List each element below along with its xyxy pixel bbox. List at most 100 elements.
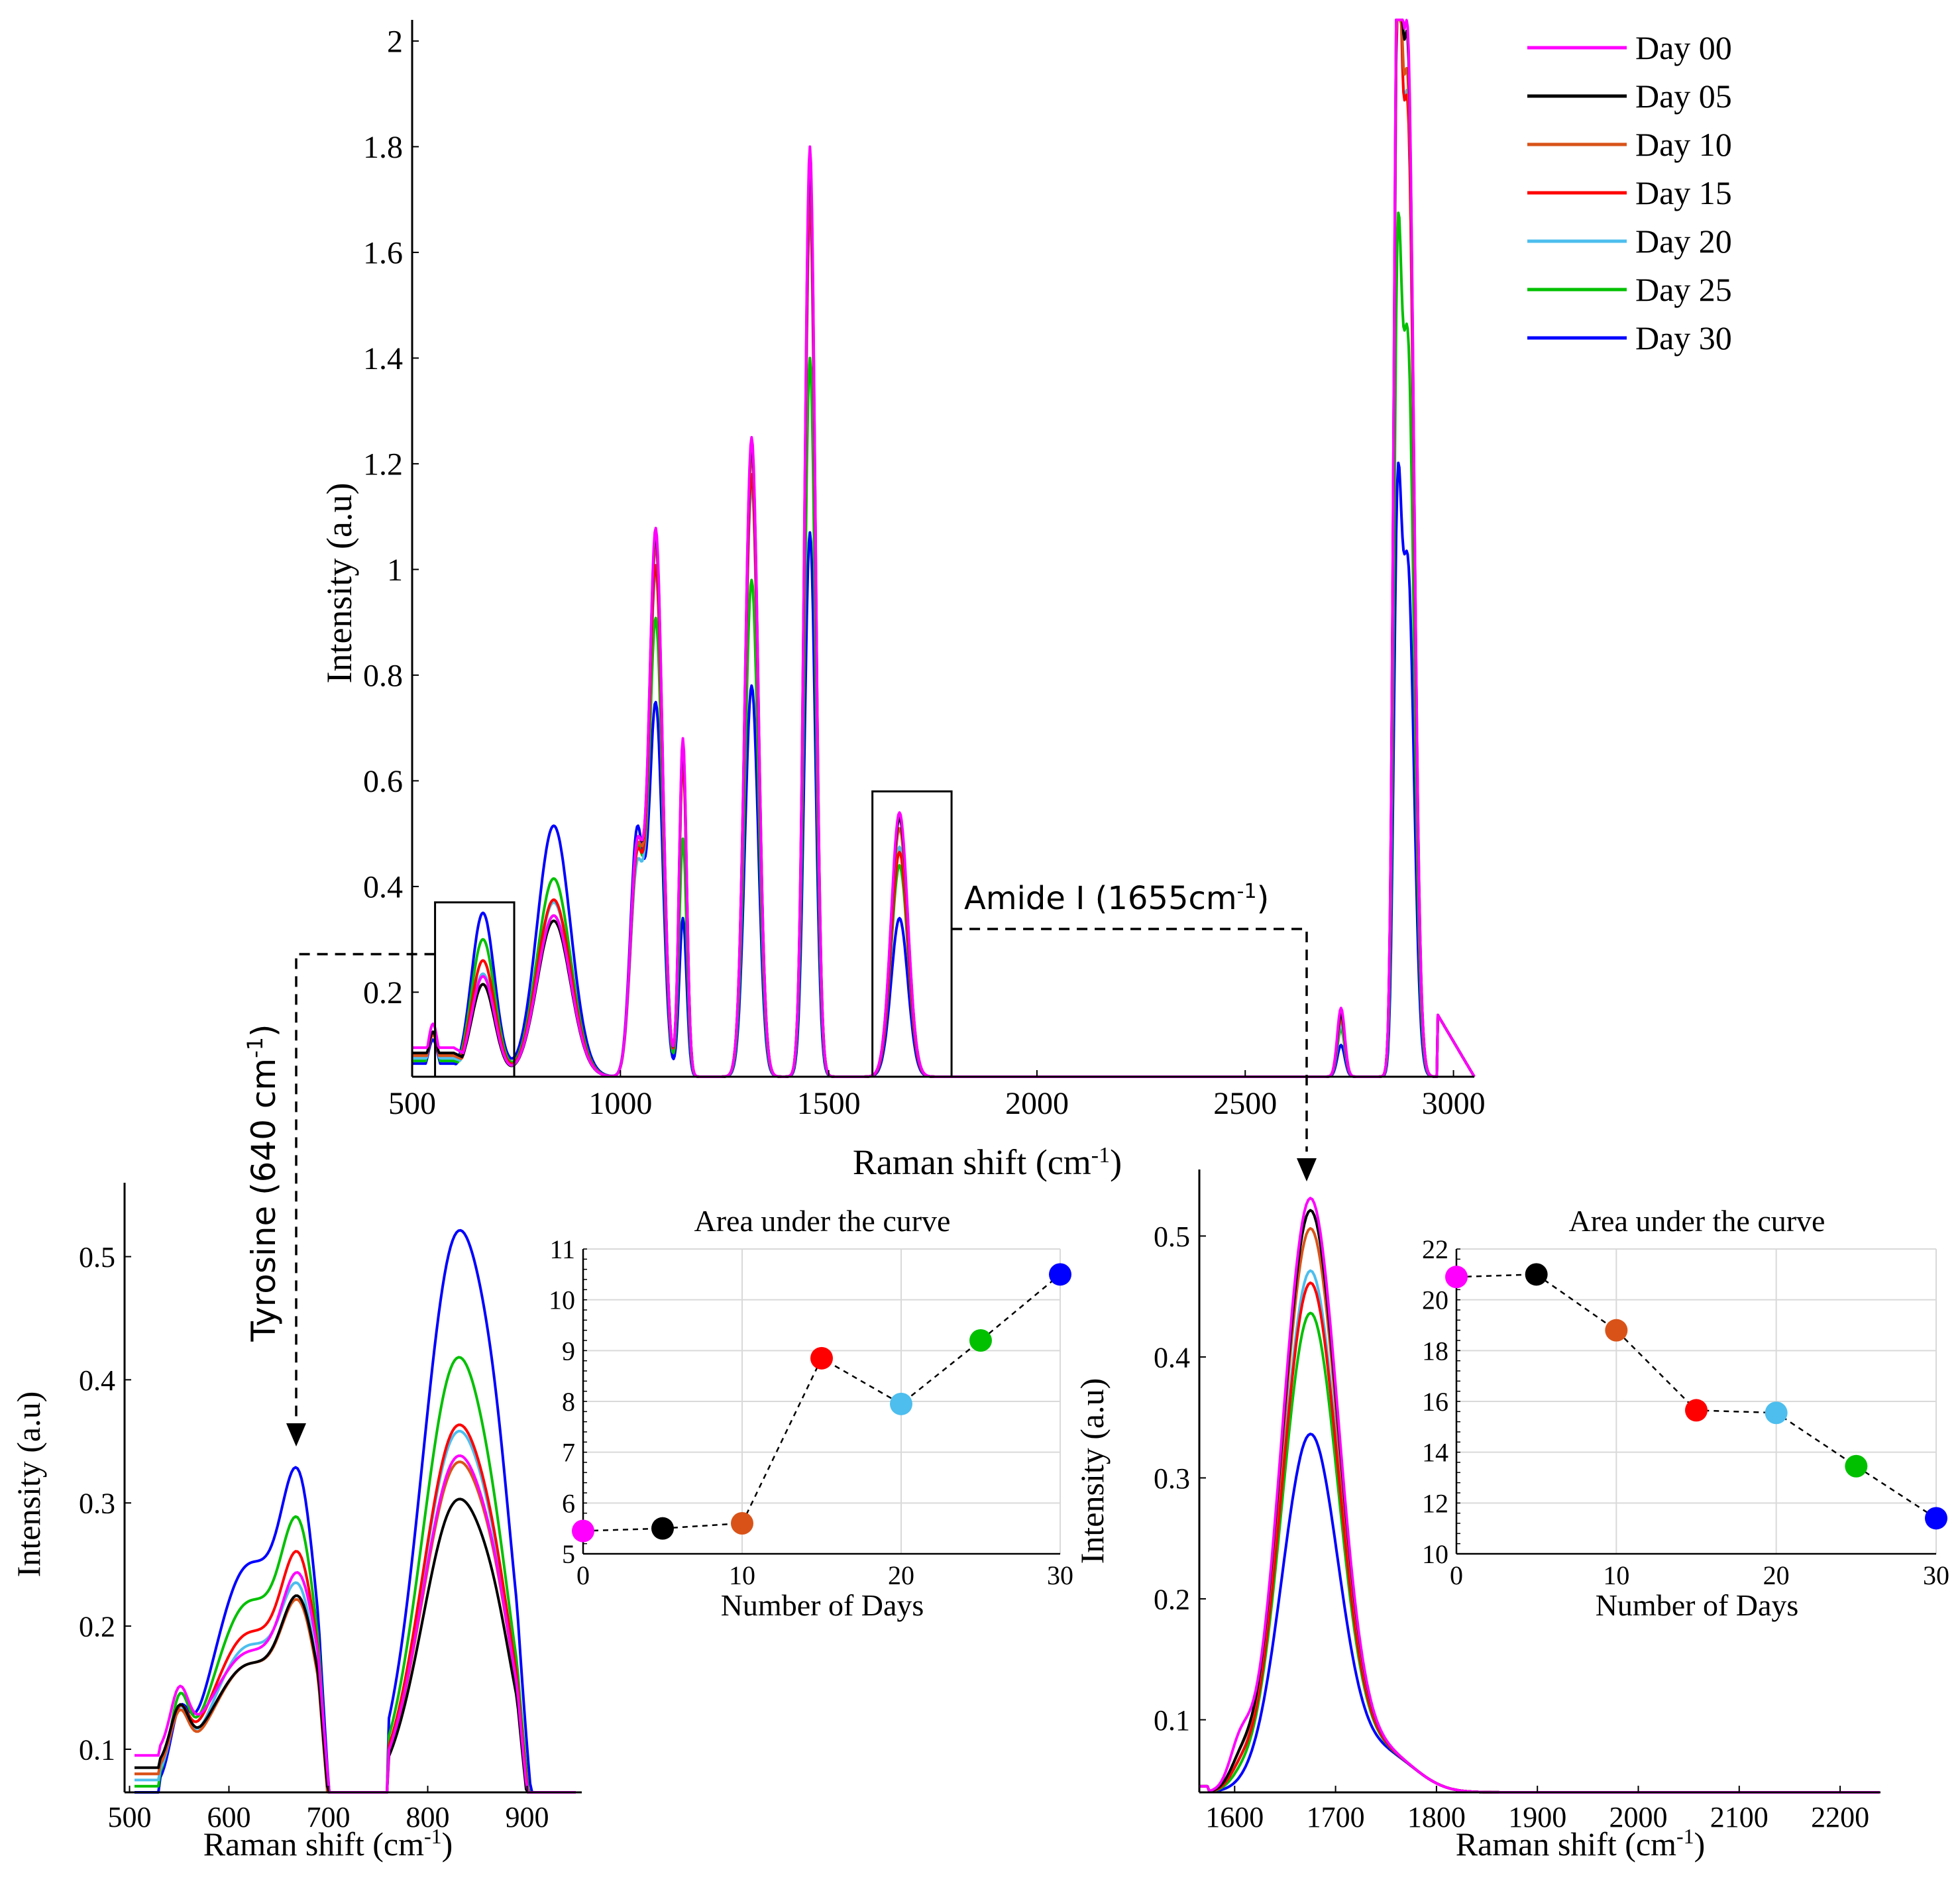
main-y-tick-label: 0.6 <box>363 764 403 799</box>
amide-area-y-tick-label: 22 <box>1422 1234 1448 1264</box>
main-chart: 500 1000 1500 2000 2500 3000 0.2 0.4 0.6 0.8 1 1.2… <box>319 19 1732 1182</box>
tyrosine-area-point <box>651 1517 674 1540</box>
amide-area-point <box>1605 1319 1628 1342</box>
tyrosine-area-x-tick-label: 30 <box>1047 1560 1073 1590</box>
main-y-tick-label: 1.6 <box>363 236 403 271</box>
tyrosine-x-tick-label: 600 <box>207 1801 251 1833</box>
tyrosine-area-point <box>810 1346 833 1370</box>
amide-y-tick-label: 0.2 <box>1154 1583 1190 1615</box>
amide-area-y-tick-label: 14 <box>1422 1438 1448 1468</box>
legend-label: Day 20 <box>1635 223 1732 260</box>
main-series-lines <box>411 19 1476 1078</box>
amide-annotation: Amide I (1655cm-1) <box>964 880 1269 918</box>
amide-area-point <box>1845 1454 1868 1478</box>
amide-area-x-ticks: 0 10 20 30 <box>1450 1560 1949 1590</box>
tyrosine-area-y-ticks: 5 6 7 8 9 10 11 <box>549 1234 575 1569</box>
main-series-line-day-25 <box>411 211 1476 1078</box>
legend-label: Day 05 <box>1635 78 1732 115</box>
main-series-line-day-00 <box>411 19 1476 1078</box>
amide-area-x-tick-label: 20 <box>1763 1560 1790 1590</box>
tyrosine-area-chart: 0 10 20 30 5 6 7 8 9 10 11 Area under the curve N… <box>549 1204 1073 1622</box>
amide-area-point <box>1765 1401 1788 1425</box>
amide-zoom-chart: 1600 1700 1800 1900 2000 2100 2200 0.10.20.30.… <box>1073 1169 1880 1863</box>
tyrosine-area-title: Area under the curve <box>694 1204 951 1238</box>
main-series-line-day-05 <box>411 19 1476 1078</box>
tyrosine-series-line-day-30 <box>135 1228 576 1794</box>
amide-y-tick-label: 0.1 <box>1154 1704 1190 1737</box>
tyrosine-area-x-axis-label: Number of Days <box>721 1588 924 1622</box>
amide-y-tick-label: 0.5 <box>1154 1221 1190 1253</box>
main-x-tick-label: 1000 <box>588 1086 652 1121</box>
tyrosine-x-tick-label: 700 <box>307 1801 351 1833</box>
tyrosine-y-tick-label: 0.3 <box>79 1488 115 1520</box>
amide-area-y-tick-label: 16 <box>1422 1387 1448 1417</box>
amide-area-y-tick-label: 12 <box>1422 1488 1448 1518</box>
tyrosine-area-point <box>890 1392 912 1415</box>
legend-label: Day 25 <box>1635 271 1732 308</box>
legend-label: Day 30 <box>1635 319 1732 356</box>
amide-x-tick-label: 2100 <box>1710 1801 1769 1833</box>
zoom-connectors <box>286 928 1317 1446</box>
tyrosine-area-y-tick-label: 10 <box>549 1285 575 1315</box>
amide-x-tick-label: 1600 <box>1205 1801 1264 1833</box>
amide-area-x-tick-label: 10 <box>1603 1560 1629 1590</box>
tyrosine-x-axis-label: Raman shift (cm-1) <box>203 1824 453 1863</box>
main-x-tick-label: 1500 <box>797 1086 861 1121</box>
amide-y-ticks: 0.1 0.2 0.3 0.4 0.5 <box>1154 1221 1206 1737</box>
legend-label: Day 15 <box>1635 174 1732 211</box>
tyrosine-area-point <box>731 1512 753 1535</box>
tyrosine-y-tick-label: 0.4 <box>79 1364 115 1397</box>
amide-area-point <box>1925 1507 1947 1530</box>
tyrosine-area-y-tick-label: 5 <box>562 1539 575 1569</box>
main-y-tick-label: 0.4 <box>363 870 403 905</box>
amide-area-point <box>1525 1263 1548 1286</box>
main-x-tick-label: 2500 <box>1213 1086 1277 1121</box>
main-y-axis-label: Intensity (a.u) <box>319 483 359 684</box>
amide-x-tick-label: 2000 <box>1609 1801 1667 1833</box>
tyrosine-zoom-chart: 500 600 700 800 900 0.1 0.2 0.3 0.4 0.5 Raman sh… <box>10 1183 582 1863</box>
amide-area-y-tick-label: 20 <box>1422 1285 1448 1315</box>
amide-area-x-tick-label: 30 <box>1923 1560 1949 1590</box>
tyrosine-area-point <box>969 1329 992 1352</box>
main-y-tick-label: 2 <box>387 25 403 60</box>
tyrosine-area-axes <box>582 1248 1060 1555</box>
main-x-tick-label: 500 <box>388 1086 436 1121</box>
tyrosine-annotation: Tyrosine (640 cm-1) <box>243 1024 283 1342</box>
tyrosine-area-x-tick-label: 0 <box>576 1560 590 1590</box>
tyrosine-area-x-tick-label: 20 <box>888 1560 914 1590</box>
amide-area-y-ticks: 10 12 14 16 18 20 22 <box>1422 1234 1448 1569</box>
main-x-tick-label: 3000 <box>1422 1086 1486 1121</box>
tyrosine-area-x-ticks: 0 10 20 30 <box>576 1560 1073 1590</box>
main-series-line-day-10 <box>411 19 1476 1078</box>
amide-x-tick-label: 1700 <box>1307 1801 1365 1833</box>
amide-x-tick-label: 2200 <box>1811 1801 1869 1833</box>
amide-x-ticks: 1600 1700 1800 1900 2000 2100 2200 <box>1205 1786 1869 1833</box>
tyrosine-x-tick-label: 500 <box>108 1801 152 1833</box>
tyrosine-area-y-tick-label: 9 <box>562 1336 575 1366</box>
amide-area-y-tick-label: 18 <box>1422 1336 1448 1366</box>
main-series-line-day-15 <box>411 19 1476 1078</box>
zoom-region-boxes <box>434 790 953 1078</box>
amide-y-axis-label: Intensity (a.u) <box>1073 1378 1111 1564</box>
amide-y-tick-label: 0.3 <box>1154 1462 1190 1495</box>
main-y-tick-label: 0.2 <box>363 975 403 1010</box>
tyrosine-x-ticks: 500 600 700 800 900 <box>108 1786 549 1833</box>
tyrosine-area-y-tick-label: 7 <box>562 1438 575 1468</box>
amide-connector-arrow <box>1297 1158 1317 1181</box>
main-y-tick-label: 0.8 <box>363 659 403 694</box>
main-y-tick-label: 1.2 <box>363 447 403 482</box>
amide-y-tick-label: 0.4 <box>1154 1341 1190 1374</box>
amide-x-tick-label: 1900 <box>1508 1801 1566 1833</box>
main-x-ticks: 500 1000 1500 2000 2500 3000 <box>388 1070 1486 1121</box>
amide-axes <box>1198 1169 1880 1794</box>
amide-area-x-tick-label: 0 <box>1450 1560 1463 1590</box>
main-x-axis-label: Raman shift (cm-1) <box>853 1142 1122 1182</box>
amide-area-y-tick-label: 10 <box>1422 1539 1448 1569</box>
tyrosine-area-point <box>1049 1263 1071 1286</box>
tyrosine-area-x-tick-label: 10 <box>729 1560 755 1590</box>
legend-label: Day 10 <box>1635 126 1732 163</box>
tyrosine-y-tick-label: 0.2 <box>79 1610 115 1643</box>
main-x-tick-label: 2000 <box>1005 1086 1069 1121</box>
tyrosine-connector-arrow <box>286 1423 306 1446</box>
